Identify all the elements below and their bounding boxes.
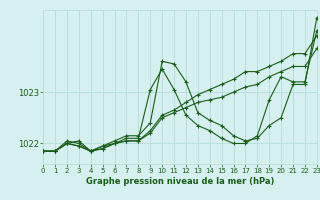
X-axis label: Graphe pression niveau de la mer (hPa): Graphe pression niveau de la mer (hPa) bbox=[86, 177, 274, 186]
